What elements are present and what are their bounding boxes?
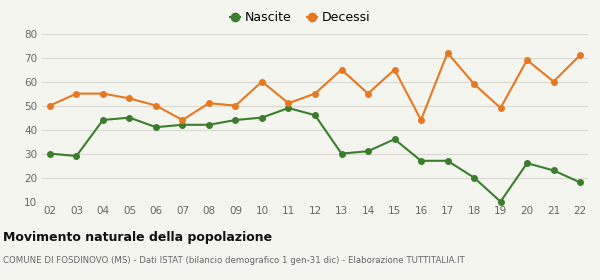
Nascite — [73, 154, 80, 158]
Nascite — [523, 162, 530, 165]
Nascite — [418, 159, 425, 162]
Nascite — [126, 116, 133, 119]
Nascite — [285, 106, 292, 110]
Nascite — [179, 123, 186, 127]
Decessi — [152, 104, 160, 107]
Nascite — [470, 176, 478, 179]
Decessi — [497, 106, 504, 110]
Decessi — [550, 80, 557, 83]
Nascite — [497, 200, 504, 203]
Nascite — [391, 137, 398, 141]
Nascite — [577, 181, 584, 184]
Decessi — [418, 118, 425, 122]
Decessi — [364, 92, 371, 95]
Text: COMUNE DI FOSDINOVO (MS) - Dati ISTAT (bilancio demografico 1 gen-31 dic) - Elab: COMUNE DI FOSDINOVO (MS) - Dati ISTAT (b… — [3, 256, 465, 265]
Decessi — [285, 102, 292, 105]
Decessi — [338, 68, 345, 71]
Nascite — [100, 118, 107, 122]
Legend: Nascite, Decessi: Nascite, Decessi — [225, 6, 375, 29]
Nascite — [205, 123, 212, 127]
Decessi — [205, 102, 212, 105]
Decessi — [444, 51, 451, 55]
Decessi — [259, 80, 266, 83]
Nascite — [152, 125, 160, 129]
Line: Decessi: Decessi — [47, 50, 583, 123]
Decessi — [523, 58, 530, 62]
Decessi — [126, 97, 133, 100]
Nascite — [338, 152, 345, 155]
Decessi — [232, 104, 239, 107]
Decessi — [470, 82, 478, 86]
Decessi — [46, 104, 53, 107]
Nascite — [232, 118, 239, 122]
Nascite — [550, 169, 557, 172]
Decessi — [179, 118, 186, 122]
Decessi — [391, 68, 398, 71]
Nascite — [259, 116, 266, 119]
Decessi — [577, 53, 584, 57]
Nascite — [46, 152, 53, 155]
Decessi — [100, 92, 107, 95]
Nascite — [364, 150, 371, 153]
Decessi — [311, 92, 319, 95]
Nascite — [444, 159, 451, 162]
Line: Nascite: Nascite — [47, 105, 583, 204]
Decessi — [73, 92, 80, 95]
Text: Movimento naturale della popolazione: Movimento naturale della popolazione — [3, 231, 272, 244]
Nascite — [311, 113, 319, 117]
